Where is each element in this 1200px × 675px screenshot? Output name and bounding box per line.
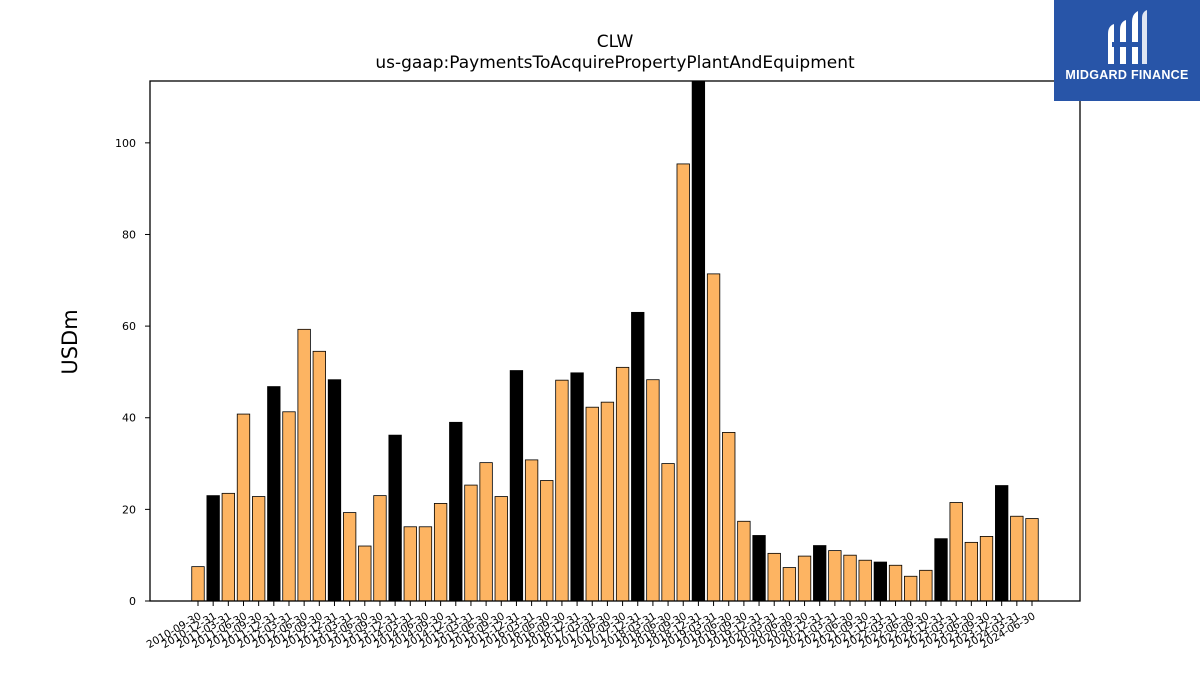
bar-2010-09-30 bbox=[191, 566, 205, 602]
y-tick-label: 20 bbox=[122, 503, 136, 516]
bar-2011-03-31 bbox=[221, 492, 235, 602]
bar-2019-12-31 bbox=[752, 535, 766, 602]
bar-2019-09-30 bbox=[737, 520, 751, 602]
bar-2015-12-31 bbox=[509, 370, 524, 602]
y-tick-label: 60 bbox=[122, 320, 136, 333]
bar-2021-12-31 bbox=[873, 561, 888, 602]
bar-2020-09-30 bbox=[797, 555, 812, 602]
bar-2014-12-31 bbox=[449, 421, 463, 602]
chart-title: CLW bbox=[596, 32, 634, 52]
bar-2012-03-31 bbox=[282, 411, 296, 602]
plot-frame bbox=[149, 80, 1081, 602]
bar-2017-12-31 bbox=[631, 311, 645, 602]
y-tick-label: 100 bbox=[115, 137, 136, 150]
bar-2013-06-30 bbox=[358, 545, 372, 602]
brand-logo: MIDGARD FINANCE bbox=[1054, 0, 1200, 101]
bar-2022-06-30 bbox=[904, 575, 918, 602]
bar-2018-09-30 bbox=[676, 163, 690, 602]
bar-2022-12-31 bbox=[934, 538, 948, 602]
y-tick-label: 40 bbox=[122, 412, 136, 425]
brand-logo-mark-icon bbox=[1108, 10, 1147, 64]
bar-2013-12-31 bbox=[388, 434, 402, 602]
bar-2012-09-30 bbox=[312, 350, 326, 602]
bar-2014-09-30 bbox=[433, 503, 448, 602]
bar-2023-09-30 bbox=[979, 536, 994, 602]
bar-2010-12-31 bbox=[206, 495, 220, 602]
bar-2016-12-31 bbox=[570, 372, 584, 602]
bar-2023-12-31 bbox=[995, 485, 1009, 602]
bar-2024-03-31 bbox=[1010, 515, 1024, 602]
bar-2017-06-30 bbox=[600, 401, 615, 602]
bar-2013-09-30 bbox=[373, 495, 387, 602]
bar-2011-06-30 bbox=[236, 413, 251, 602]
bar-2019-03-31 bbox=[706, 273, 721, 602]
bar-2016-06-30 bbox=[540, 480, 554, 602]
y-tick-label: 0 bbox=[129, 595, 136, 608]
y-tick-label: 80 bbox=[122, 228, 136, 241]
bar-2017-03-31 bbox=[585, 406, 599, 602]
bar-2022-09-30 bbox=[919, 569, 933, 602]
bar-2011-09-30 bbox=[252, 496, 266, 602]
bar-2015-09-30 bbox=[494, 496, 508, 602]
brand-name: MIDGARD FINANCE bbox=[1065, 68, 1189, 82]
chart-subtitle: us-gaap:PaymentsToAcquirePropertyPlantAn… bbox=[375, 53, 855, 73]
bar-2012-12-31 bbox=[327, 379, 342, 602]
bar-2020-12-31 bbox=[813, 545, 827, 602]
bar-2022-03-31 bbox=[888, 564, 903, 602]
bar-2011-12-31 bbox=[267, 386, 281, 602]
bar-2024-06-30 bbox=[1025, 518, 1039, 602]
bar-2020-03-31 bbox=[767, 552, 781, 602]
bar-2019-06-30 bbox=[722, 432, 736, 602]
bar-2023-03-31 bbox=[949, 502, 963, 602]
bar-2018-06-30 bbox=[661, 463, 675, 602]
bar-2014-06-30 bbox=[418, 526, 433, 602]
bar-2018-03-31 bbox=[646, 379, 660, 602]
bar-2017-09-30 bbox=[615, 366, 630, 602]
bars-group bbox=[191, 80, 1039, 602]
bar-2023-06-30 bbox=[964, 541, 978, 602]
bar-2021-06-30 bbox=[843, 554, 857, 602]
bar-2020-06-30 bbox=[782, 567, 797, 602]
bar-2014-03-31 bbox=[403, 526, 417, 602]
y-axis: 0 20 40 60 80 100 bbox=[115, 137, 150, 608]
bar-2013-03-31 bbox=[342, 512, 357, 602]
bar-2021-03-31 bbox=[828, 550, 842, 602]
y-axis-label: USDm bbox=[58, 309, 82, 375]
bar-2015-06-30 bbox=[479, 462, 493, 602]
x-axis: 2010-09-302010-12-312011-03-312011-06-30… bbox=[145, 601, 1038, 651]
bar-2016-03-31 bbox=[524, 459, 539, 602]
bar-2012-06-30 bbox=[297, 328, 311, 602]
bar-2018-12-31 bbox=[691, 80, 706, 602]
bar-2016-09-30 bbox=[555, 379, 569, 602]
bar-2021-09-30 bbox=[858, 559, 872, 602]
bar-2015-03-31 bbox=[464, 484, 478, 602]
